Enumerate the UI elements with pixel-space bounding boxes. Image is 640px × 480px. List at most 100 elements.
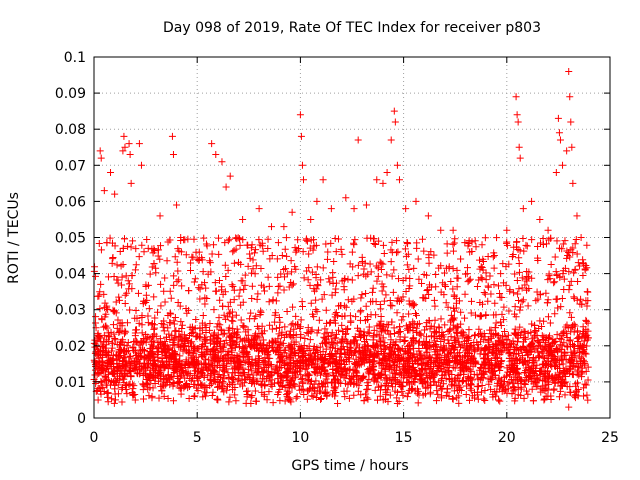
x-tick-label: 15: [395, 430, 413, 446]
data-point: [206, 259, 214, 267]
data-point: [278, 328, 286, 336]
data-point: [391, 387, 399, 395]
data-point: [449, 247, 457, 255]
data-point: [217, 286, 225, 294]
data-point: [491, 299, 499, 307]
data-point: [200, 234, 208, 242]
data-point: [552, 268, 560, 276]
data-point: [473, 282, 481, 290]
data-point: [516, 306, 524, 314]
data-point: [292, 338, 300, 346]
data-point: [110, 272, 118, 280]
data-point: [567, 118, 575, 126]
data-point: [196, 285, 204, 293]
data-point: [355, 347, 363, 355]
data-point: [174, 340, 182, 348]
data-point: [153, 371, 161, 379]
data-point: [519, 205, 527, 213]
data-point: [414, 255, 422, 263]
data-point: [354, 272, 362, 280]
data-point: [500, 340, 508, 348]
data-point: [178, 384, 186, 392]
data-point: [451, 364, 459, 372]
data-point: [224, 348, 232, 356]
data-point: [481, 234, 489, 242]
data-point: [210, 329, 218, 337]
data-point: [104, 306, 112, 314]
data-point: [561, 237, 569, 245]
data-point: [243, 347, 251, 355]
data-point: [567, 328, 575, 336]
data-point: [530, 375, 538, 383]
data-point: [365, 375, 373, 383]
data-point: [118, 273, 126, 281]
y-tick-label: 0.09: [55, 86, 86, 102]
data-point: [259, 247, 267, 255]
data-point: [377, 371, 385, 379]
data-point: [542, 289, 550, 297]
data-point: [460, 370, 468, 378]
data-point: [571, 342, 579, 350]
data-point: [174, 267, 182, 275]
data-point: [548, 339, 556, 347]
data-point: [513, 331, 521, 339]
data-point: [307, 355, 315, 363]
data-point: [579, 272, 587, 280]
data-point: [363, 347, 371, 355]
data-point: [501, 327, 509, 335]
data-point: [317, 276, 325, 284]
data-point: [505, 307, 513, 315]
data-point: [183, 337, 191, 345]
data-point: [467, 380, 475, 388]
data-point: [335, 326, 343, 334]
data-point: [159, 381, 167, 389]
data-point: [497, 376, 505, 384]
data-point: [277, 373, 285, 381]
data-point: [541, 374, 549, 382]
data-point: [566, 357, 574, 365]
data-point: [413, 389, 421, 397]
data-point: [388, 272, 396, 280]
data-point: [395, 275, 403, 283]
data-point: [574, 277, 582, 285]
data-point: [140, 395, 148, 403]
data-point: [264, 273, 272, 281]
data-point: [324, 379, 332, 387]
data-point: [468, 238, 476, 246]
data-point: [169, 150, 177, 158]
data-point: [484, 375, 492, 383]
data-point: [560, 329, 568, 337]
data-point: [158, 387, 166, 395]
data-point: [191, 355, 199, 363]
data-point: [378, 287, 386, 295]
data-point: [556, 273, 564, 281]
data-point: [387, 136, 395, 144]
data-point: [177, 318, 185, 326]
data-point: [124, 242, 132, 250]
data-point: [118, 398, 126, 406]
data-point: [377, 348, 385, 356]
data-point: [252, 262, 260, 270]
data-point: [478, 241, 486, 249]
data-point: [310, 352, 318, 360]
data-point: [467, 309, 475, 317]
data-point: [492, 353, 500, 361]
data-point: [158, 358, 166, 366]
data-point: [103, 381, 111, 389]
data-point: [478, 275, 486, 283]
data-point: [178, 282, 186, 290]
data-point: [144, 319, 152, 327]
data-point: [403, 393, 411, 401]
data-point: [393, 400, 401, 408]
data-point: [400, 350, 408, 358]
data-point: [503, 241, 511, 249]
data-point: [373, 176, 381, 184]
data-point: [161, 298, 169, 306]
data-point: [220, 388, 228, 396]
data-point: [167, 294, 175, 302]
data-point: [165, 360, 173, 368]
data-point: [105, 357, 113, 365]
data-point: [431, 316, 439, 324]
data-point: [290, 325, 298, 333]
data-point: [531, 321, 539, 329]
